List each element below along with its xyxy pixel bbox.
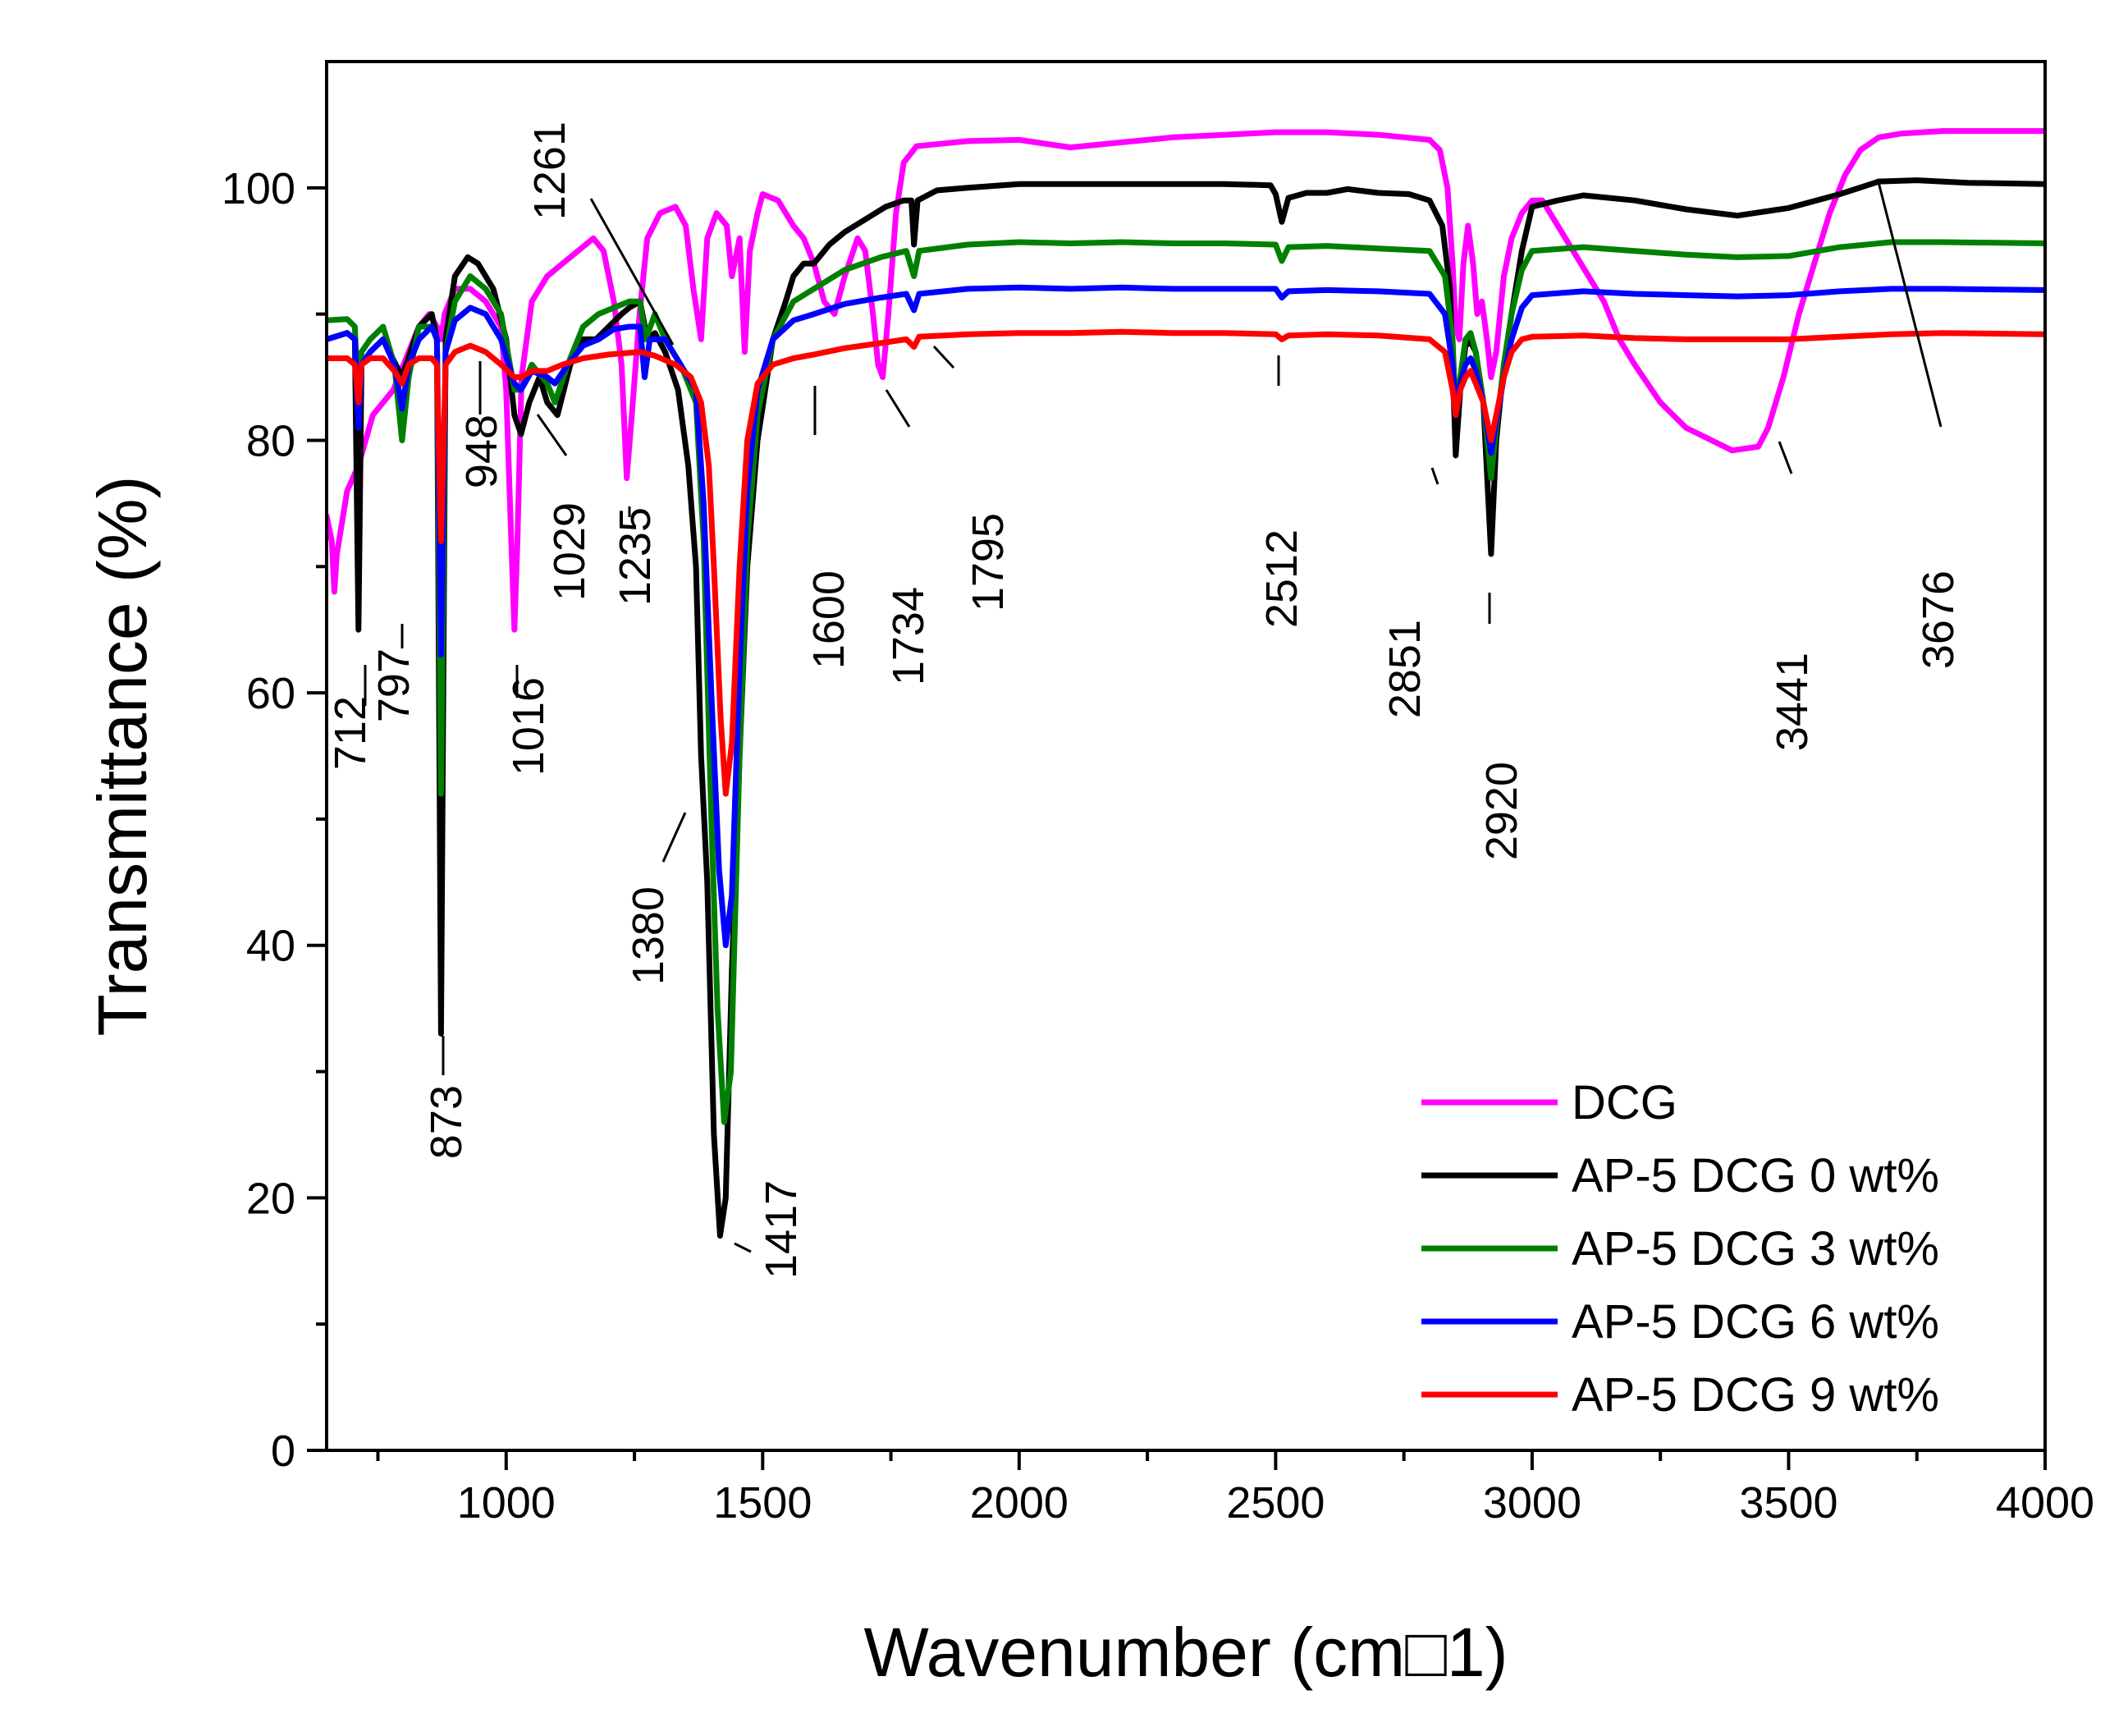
legend-label: AP-5 DCG 0 wt% [1572,1149,1939,1202]
y-tick-label: 0 [271,1427,295,1476]
peak-label: 2512 [1257,529,1307,628]
x-tick-label: 4000 [1996,1478,2094,1528]
y-tick-label: 60 [246,669,295,718]
y-tick-label: 80 [246,416,295,465]
annotation-leader [1778,441,1793,474]
legend-label: AP-5 DCG 9 wt% [1572,1368,1939,1422]
legend-label: DCG [1572,1076,1677,1129]
y-tick-label: 40 [246,922,295,971]
annotation-leader [589,198,675,346]
legend: DCG AP-5 DCG 0 wt% AP-5 DCG 3 wt% AP-5 DCG … [1421,1076,1939,1422]
peak-label: 873 [422,1085,471,1159]
peak-label: 3676 [1914,570,1963,669]
peak-label: 3441 [1768,653,1817,751]
peak-label: 1600 [804,570,853,669]
plot-frame [325,60,2047,1452]
peak-label: 2851 [1380,620,1430,718]
peak-label: 1261 [525,121,574,220]
peak-label: 797 [369,648,419,722]
x-tick-label: 1000 [457,1478,556,1528]
peak-label: 1029 [545,502,594,601]
annotation-leader [536,414,568,456]
peak-label: 712 [326,696,375,770]
y-tick-label: 100 [222,164,295,213]
peak-label: 1795 [963,513,1013,611]
peak-label: 1235 [611,507,660,606]
annotation-leader [734,1242,752,1253]
tick-layer: 1000 1500 2000 2500 3000 3500 4000 0 20 40 60 80 100 [222,164,2094,1528]
x-axis-title: Wavenumber (cm□1) [863,1614,1508,1691]
annotation-leader [1876,178,1943,428]
peak-label: 1734 [884,587,933,685]
annotation-leader [932,345,955,369]
peak-label: 1380 [624,886,673,985]
y-axis-title: Transmittance (%) [84,475,161,1036]
peak-label: 1016 [504,677,553,776]
series-line-4 [327,328,2045,797]
annotation-leader [885,389,911,428]
x-tick-label: 1500 [713,1478,812,1528]
y-tick-label: 20 [246,1174,295,1223]
peak-label: 948 [457,415,506,488]
peak-label: 2920 [1477,762,1526,860]
legend-label: AP-5 DCG 6 wt% [1572,1295,1939,1349]
x-tick-label: 2000 [970,1478,1069,1528]
x-tick-label: 3500 [1739,1478,1837,1528]
annotation-leader [1430,467,1439,485]
series-line-3 [327,284,2045,949]
legend-label: AP-5 DCG 3 wt% [1572,1222,1939,1276]
series-line-0 [327,128,2045,633]
x-tick-label: 3000 [1483,1478,1581,1528]
x-tick-label: 2500 [1226,1478,1325,1528]
annotation-leader [661,812,687,863]
peak-label: 1417 [757,1180,806,1279]
series-layer [327,128,2045,1239]
